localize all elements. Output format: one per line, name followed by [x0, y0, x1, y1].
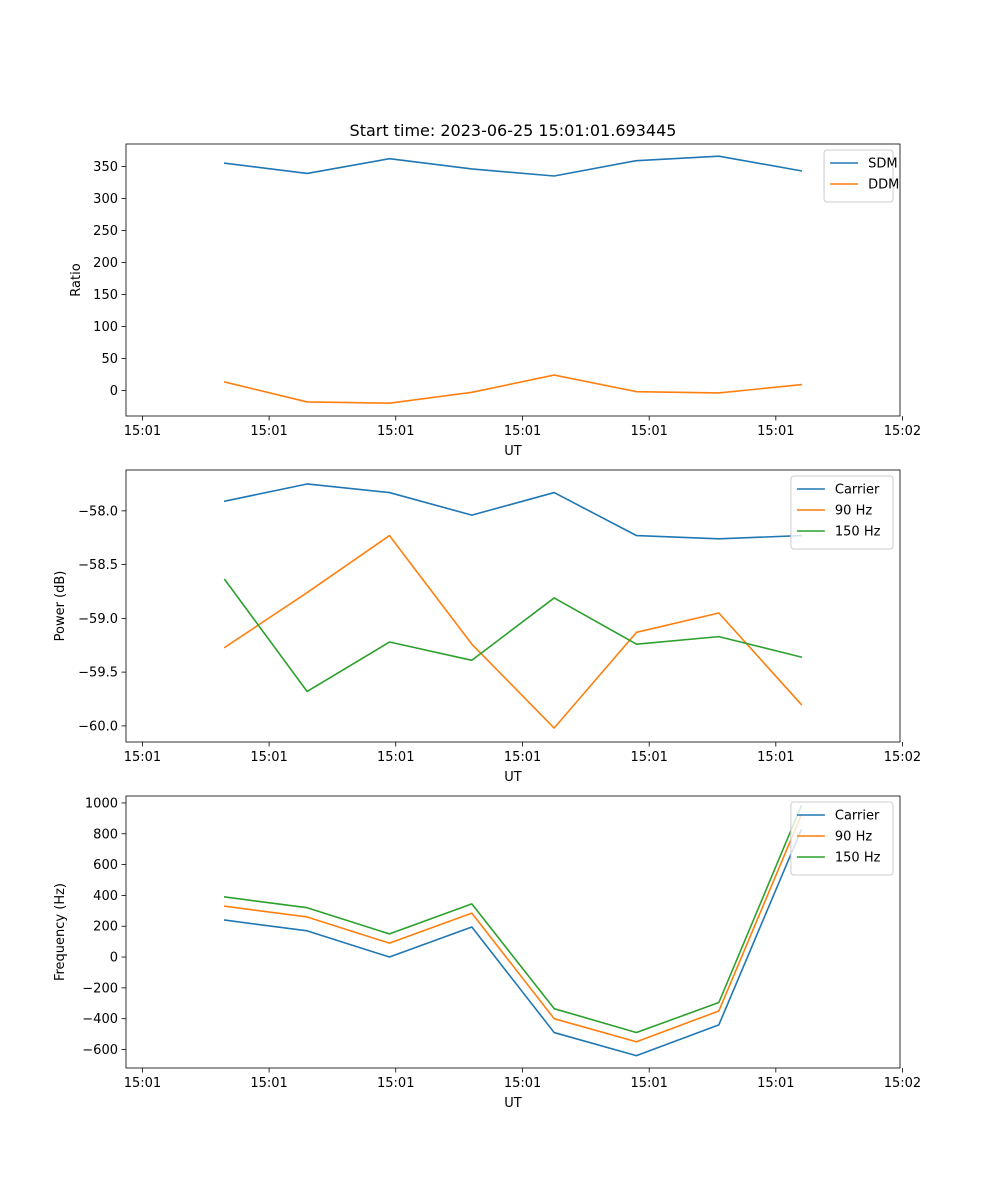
x-tick-label: 15:01: [377, 750, 414, 765]
panels: 15:01 15:01 15:01 15:01 15:01 15:01 15:02 0 50 10…: [53, 143, 921, 1111]
axes-frame: [125, 143, 901, 417]
x-tick-label: 15:01: [377, 424, 414, 439]
y-tick-label: −58.0: [78, 504, 118, 519]
y-axis-label: Frequency (Hz): [53, 883, 68, 981]
y-tick-label: 300: [93, 192, 118, 207]
y-tick-label: −600: [82, 1043, 118, 1058]
legend-entry: 90 Hz: [835, 830, 872, 845]
series-line-90-hz: [223, 534, 803, 729]
x-tick-label: 15:01: [124, 1076, 161, 1091]
y-tick-label: 400: [93, 889, 118, 904]
y-tick-label: −400: [82, 1012, 118, 1027]
panel-3: 15:01 15:01 15:01 15:01 15:01 15:01 15:02 −600 −…: [53, 795, 921, 1111]
legend-entry: DDM: [868, 178, 899, 193]
y-tick-label: 800: [93, 827, 118, 842]
x-tick-label: 15:01: [250, 750, 287, 765]
x-tick-label: 15:02: [884, 1076, 921, 1091]
x-tick-label: 15:01: [630, 750, 667, 765]
y-tick-label: 0: [110, 384, 118, 399]
x-tick-label: 15:02: [884, 424, 921, 439]
x-tick-label: 15:01: [250, 424, 287, 439]
x-tick-label: 15:01: [504, 750, 541, 765]
legend-entry: Carrier: [835, 809, 880, 824]
y-tick-label: 350: [93, 160, 118, 175]
x-tick-label: 15:01: [757, 1076, 794, 1091]
series-line-sdm: [223, 155, 803, 177]
legend: Carrier 90 Hz 150 Hz: [790, 475, 894, 550]
legend-entry: SDM: [868, 157, 897, 172]
y-tick-label: 250: [93, 224, 118, 239]
y-tick-label: 50: [101, 352, 118, 367]
x-axis-label: UT: [504, 1096, 522, 1111]
y-tick-label: −59.5: [78, 666, 118, 681]
panel-2: 15:01 15:01 15:01 15:01 15:01 15:01 15:02 −60.0…: [53, 469, 921, 785]
y-tick-label: 200: [93, 920, 118, 935]
series-line-carrier: [223, 828, 803, 1057]
y-tick-label: −60.0: [78, 719, 118, 734]
x-axis-label: UT: [504, 770, 522, 785]
y-tick-label: 100: [93, 320, 118, 335]
y-axis-label: Ratio: [69, 263, 84, 296]
y-tick-label: 0: [110, 951, 118, 966]
y-tick-label: −59.0: [78, 612, 118, 627]
x-axis-label: UT: [504, 444, 522, 459]
legend-entry: 150 Hz: [835, 525, 881, 540]
x-tick-label: 15:01: [250, 1076, 287, 1091]
panel-1: 15:01 15:01 15:01 15:01 15:01 15:01 15:02 0 50 10…: [69, 143, 921, 459]
x-tick-label: 15:01: [630, 1076, 667, 1091]
y-tick-label: −58.5: [78, 558, 118, 573]
series-line-ddm: [223, 374, 803, 405]
x-tick-label: 15:01: [124, 424, 161, 439]
series-line-150-hz: [223, 578, 803, 693]
legend: Carrier 90 Hz 150 Hz: [790, 801, 894, 876]
series-line-carrier: [223, 483, 803, 540]
x-tick-label: 15:01: [504, 424, 541, 439]
y-tick-label: 600: [93, 858, 118, 873]
y-tick-label: 1000: [85, 796, 118, 811]
y-tick-label: 200: [93, 256, 118, 271]
axes-frame: [125, 469, 901, 743]
x-tick-label: 15:01: [124, 750, 161, 765]
x-tick-label: 15:01: [630, 424, 667, 439]
legend-entry: 90 Hz: [835, 504, 872, 519]
series-line-90-hz: [223, 814, 803, 1043]
y-tick-label: −200: [82, 981, 118, 996]
x-tick-label: 15:01: [504, 1076, 541, 1091]
x-tick-label: 15:02: [884, 750, 921, 765]
x-tick-label: 15:01: [377, 1076, 414, 1091]
y-axis-label: Power (dB): [53, 571, 68, 642]
x-tick-label: 15:01: [757, 424, 794, 439]
y-tick-label: 150: [93, 288, 118, 303]
series-line-150-hz: [223, 804, 803, 1034]
legend: SDM DDM: [823, 149, 899, 203]
figure-title: Start time: 2023-06-25 15:01:01.693445: [350, 121, 677, 140]
legend-entry: 150 Hz: [835, 851, 881, 866]
legend-entry: Carrier: [835, 483, 880, 498]
axes-frame: [125, 795, 901, 1069]
x-tick-label: 15:01: [757, 750, 794, 765]
